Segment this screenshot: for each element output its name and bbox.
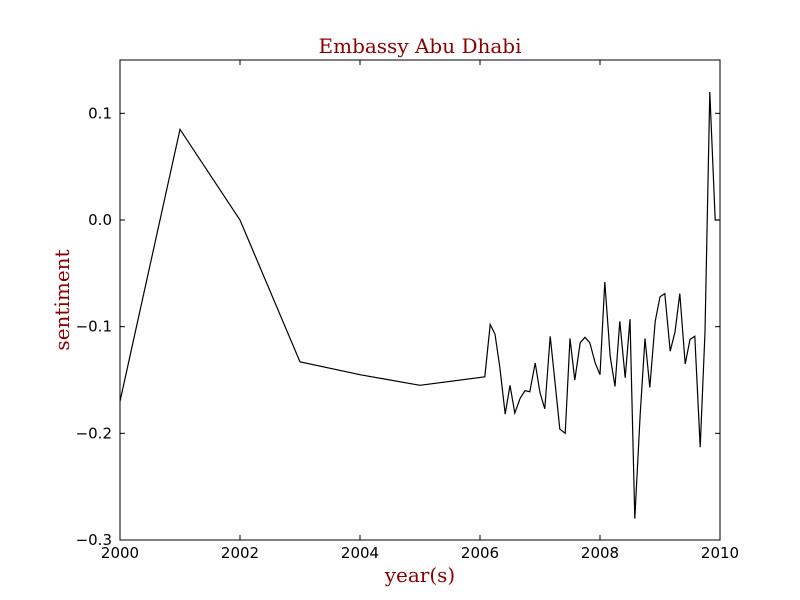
x-axis-ticks — [119, 60, 721, 540]
y-tick-label: −0.2 — [76, 424, 112, 442]
x-tick-label: 2006 — [461, 544, 499, 562]
y-tick-label: 0.1 — [88, 104, 112, 122]
y-axis-tick-labels: −0.3 −0.2 −0.1 0.0 0.1 — [76, 104, 112, 549]
chart-title: Embassy Abu Dhabi — [319, 34, 522, 58]
sentiment-series-line — [119, 91, 720, 519]
x-axis-tick-labels: 2000 2002 2004 2006 2008 2010 — [101, 544, 739, 562]
x-tick-label: 2004 — [341, 544, 379, 562]
y-tick-label: 0.0 — [88, 211, 112, 229]
x-axis-label: year(s) — [384, 563, 456, 587]
y-axis-label: sentiment — [50, 249, 74, 350]
x-tick-label: 2002 — [221, 544, 259, 562]
x-tick-label: 2008 — [581, 544, 619, 562]
y-tick-label: −0.3 — [76, 531, 112, 549]
plot-area-frame — [119, 59, 721, 541]
x-tick-label: 2010 — [701, 544, 739, 562]
x-tick-label: 2000 — [101, 544, 139, 562]
y-axis-ticks — [120, 112, 720, 541]
y-tick-label: −0.1 — [76, 318, 112, 336]
